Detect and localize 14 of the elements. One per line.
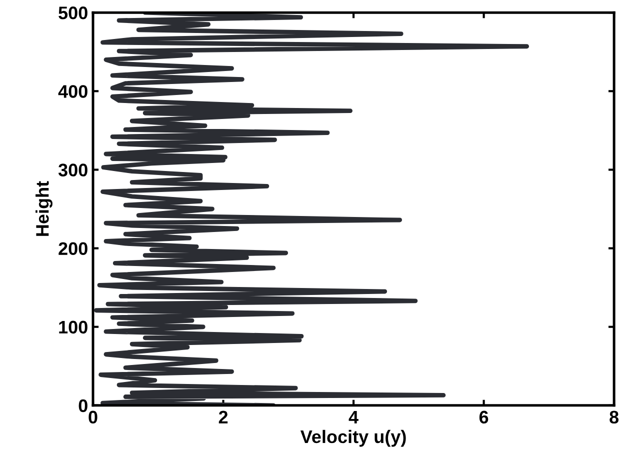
x-tick-label: 2 xyxy=(218,410,228,424)
y-tick-label: 500 xyxy=(58,6,88,20)
x-axis-title: Velocity u(y) xyxy=(300,430,406,447)
y-axis-title: Height xyxy=(36,181,52,236)
y-tick-label: 0 xyxy=(78,399,88,412)
y-tick-label: 100 xyxy=(59,320,88,334)
x-tick-label: 6 xyxy=(479,410,488,424)
y-tick-label: 400 xyxy=(58,85,88,98)
line-series xyxy=(94,12,530,406)
x-tick-label: 0 xyxy=(88,410,98,424)
x-tick-label: 4 xyxy=(348,410,358,424)
y-tick-label: 200 xyxy=(58,242,88,256)
y-tick-label: 300 xyxy=(58,164,88,176)
x-tick-label: 8 xyxy=(610,410,619,424)
